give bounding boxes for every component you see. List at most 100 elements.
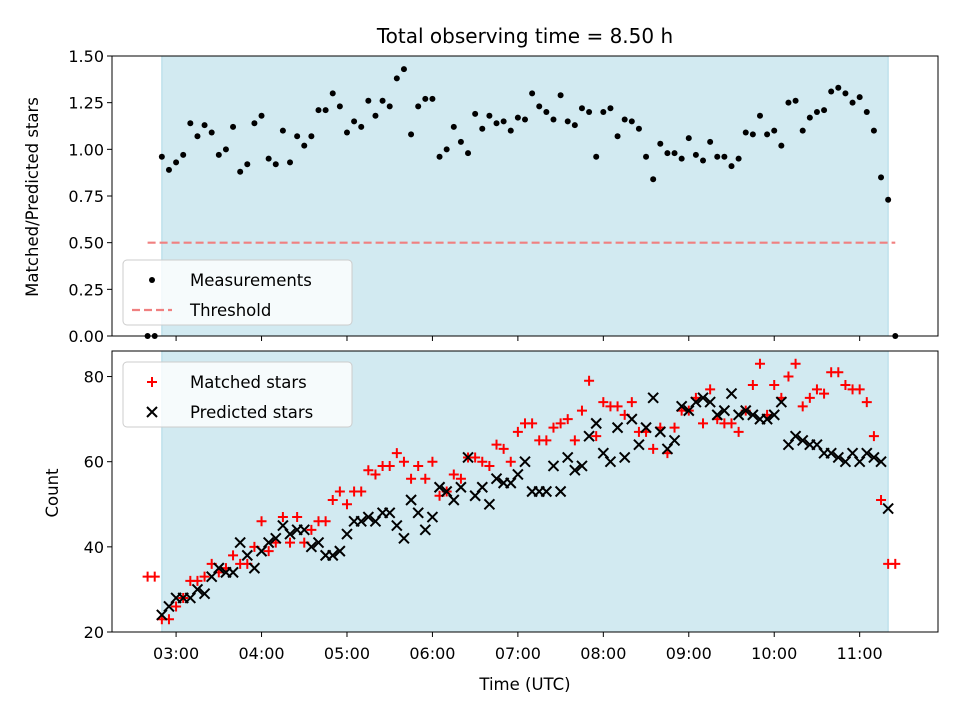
measurement-point — [550, 116, 557, 123]
matched-star-point — [747, 380, 758, 391]
predicted-star-point — [725, 387, 738, 400]
matched-star-point — [171, 601, 182, 612]
matched-star-point — [199, 571, 210, 582]
bottom-chart-y-axis-label: Count — [43, 468, 62, 518]
matched-star-point — [811, 384, 822, 395]
predicted-star-point — [355, 515, 367, 528]
measurement-point — [571, 122, 578, 129]
measurement-point — [272, 161, 279, 168]
matched-star-point — [804, 392, 815, 403]
measurement-point — [671, 150, 678, 157]
matched-star-point — [192, 575, 203, 586]
top-y-tick-label: 1.25 — [68, 94, 104, 113]
predicted-star-point — [711, 409, 723, 421]
matched-star-point — [669, 422, 680, 433]
matched-star-point — [334, 486, 345, 497]
measurement-point — [842, 90, 849, 97]
matched-star-point — [840, 380, 851, 391]
measurement-point — [593, 153, 600, 160]
measurement-point — [700, 157, 707, 164]
predicted-star-point — [583, 430, 595, 442]
measurement-point — [578, 105, 585, 112]
measurement-point — [393, 75, 400, 82]
top-y-tick-label: 0.50 — [68, 234, 104, 253]
matched-star-point — [484, 460, 495, 471]
measurement-point — [493, 120, 500, 127]
predicted-star-point — [412, 507, 424, 519]
measurement-point — [222, 146, 229, 153]
matched-star-point — [698, 418, 709, 429]
measurement-point — [308, 133, 315, 140]
measurement-point — [201, 122, 208, 129]
predicted-star-point — [455, 481, 467, 493]
predicted-star-point — [875, 455, 887, 468]
matched-star-point — [548, 422, 559, 433]
predicted-star-point — [761, 413, 773, 425]
predicted-star-point — [191, 583, 204, 596]
top-legend: Measurements Threshold — [122, 259, 353, 326]
measurement-point — [878, 174, 885, 181]
predicted-star-point — [433, 481, 446, 493]
matched-star-point — [733, 426, 744, 437]
matched-star-point — [292, 512, 303, 523]
matched-star-point — [705, 384, 716, 395]
predicted-star-point — [740, 404, 752, 417]
bottom-legend: Matched stars Predicted stars — [122, 361, 353, 428]
measurement-point — [742, 129, 749, 136]
predicted-star-point — [383, 507, 396, 519]
measurement-point — [586, 109, 593, 115]
measurement-point — [643, 153, 650, 160]
measurement-point — [165, 166, 172, 173]
measurement-point — [450, 123, 457, 130]
measurement-point — [336, 103, 343, 110]
matched-star-point — [854, 384, 865, 395]
predicted-star-point — [241, 549, 254, 562]
bottom-series-1 — [156, 387, 894, 621]
top-chart-y-axis-label: Matched/Predicted stars — [23, 97, 42, 297]
matched-star-point — [569, 435, 580, 446]
measurement-point — [721, 153, 728, 160]
measurement-point — [828, 88, 835, 95]
measurement-point — [728, 163, 735, 170]
predicted-star-point — [690, 396, 702, 408]
measurement-point — [735, 155, 742, 162]
measurement-point — [849, 99, 856, 106]
matched-star-point — [263, 546, 274, 557]
measurement-point — [329, 90, 336, 97]
matched-star-point — [626, 397, 637, 408]
measurement-point — [365, 97, 372, 104]
matched-star-point — [306, 524, 317, 535]
matched-star-point — [790, 358, 801, 369]
measurement-point — [465, 150, 472, 157]
matched-star-point — [527, 418, 538, 429]
predicted-star-point — [633, 438, 645, 451]
matched-star-point — [769, 380, 780, 391]
matched-star-point — [327, 495, 338, 506]
bottom-legend-box — [122, 361, 353, 428]
matched-star-point — [149, 571, 160, 582]
measurement-point — [408, 131, 415, 138]
predicted-star-point — [697, 392, 709, 404]
matched-star-point — [612, 401, 623, 412]
measurement-point — [756, 112, 763, 119]
measurement-point — [187, 120, 194, 127]
measurement-point — [429, 95, 436, 102]
predicted-star-point — [590, 417, 602, 430]
matched-star-point — [491, 439, 502, 450]
predicted-star-point — [882, 502, 894, 515]
bottom-x-tick-label: 06:00 — [409, 644, 455, 663]
predicted-star-point — [576, 460, 588, 472]
matched-star-point — [384, 460, 395, 471]
matched-star-point — [584, 375, 595, 386]
measurement-point — [436, 153, 443, 160]
measurement-point — [792, 97, 799, 104]
matched-star-point — [541, 435, 552, 446]
matched-star-point — [890, 558, 901, 569]
measurement-point — [778, 142, 785, 149]
predicted-star-point — [718, 404, 731, 417]
predicted-star-point — [312, 536, 325, 549]
matched-star-point — [370, 469, 381, 480]
predicted-star-point — [298, 524, 310, 536]
predicted-star-point — [483, 498, 496, 510]
predicted-star-point — [562, 451, 574, 464]
